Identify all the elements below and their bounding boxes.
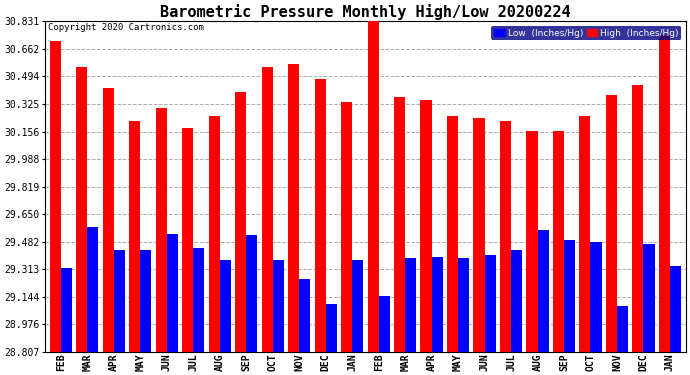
Bar xyxy=(156,108,167,352)
Bar xyxy=(88,227,99,352)
Bar xyxy=(458,258,469,352)
Bar xyxy=(341,102,352,352)
Bar xyxy=(420,100,432,352)
Bar xyxy=(167,234,178,352)
Bar xyxy=(526,131,538,352)
Bar xyxy=(553,131,564,352)
Bar xyxy=(208,116,219,352)
Bar xyxy=(326,304,337,352)
Bar xyxy=(262,67,273,352)
Bar xyxy=(76,67,88,352)
Bar xyxy=(103,88,114,352)
Bar xyxy=(140,250,151,352)
Bar xyxy=(447,116,458,352)
Bar xyxy=(591,242,602,352)
Bar xyxy=(129,121,140,352)
Bar xyxy=(484,255,495,352)
Bar xyxy=(632,85,644,352)
Bar xyxy=(61,268,72,352)
Bar xyxy=(473,118,484,352)
Bar xyxy=(617,306,628,352)
Title: Barometric Pressure Monthly High/Low 20200224: Barometric Pressure Monthly High/Low 202… xyxy=(160,4,571,20)
Bar xyxy=(644,243,655,352)
Bar xyxy=(182,128,193,352)
Bar xyxy=(606,95,617,352)
Bar xyxy=(352,260,363,352)
Bar xyxy=(580,116,591,352)
Bar xyxy=(50,41,61,352)
Bar xyxy=(564,240,575,352)
Bar xyxy=(114,250,125,352)
Bar xyxy=(288,64,299,352)
Bar xyxy=(315,79,326,352)
Text: Copyright 2020 Cartronics.com: Copyright 2020 Cartronics.com xyxy=(48,23,204,32)
Bar xyxy=(394,97,405,352)
Bar xyxy=(193,249,204,352)
Bar xyxy=(405,258,416,352)
Bar xyxy=(219,260,231,352)
Bar xyxy=(659,34,670,352)
Bar xyxy=(432,256,443,352)
Bar xyxy=(670,266,681,352)
Bar xyxy=(500,121,511,352)
Bar xyxy=(235,92,246,352)
Bar xyxy=(246,236,257,352)
Bar xyxy=(379,296,390,352)
Legend: Low  (Inches/Hg), High  (Inches/Hg): Low (Inches/Hg), High (Inches/Hg) xyxy=(491,26,681,40)
Bar xyxy=(368,21,379,352)
Bar xyxy=(273,260,284,352)
Bar xyxy=(511,250,522,352)
Bar xyxy=(538,231,549,352)
Bar xyxy=(299,279,310,352)
